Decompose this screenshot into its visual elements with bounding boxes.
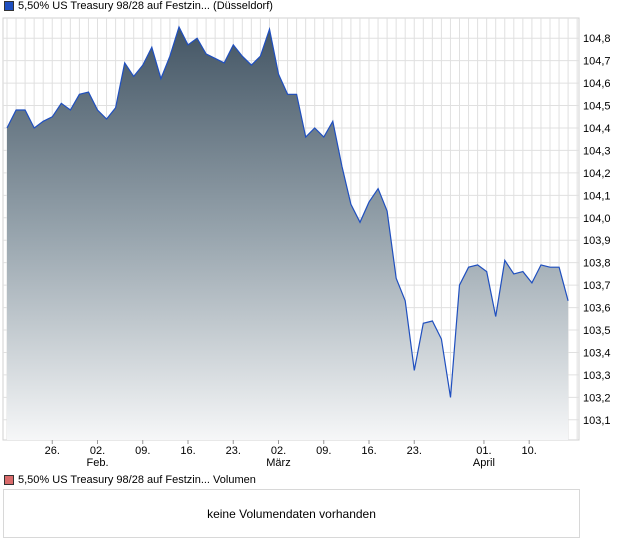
y-tick-label: 104,0 bbox=[583, 213, 611, 225]
x-tick-label: 16. bbox=[361, 445, 376, 457]
price-title: 5,50% US Treasury 98/28 auf Festzin... (… bbox=[18, 0, 273, 12]
x-tick-label: 23. bbox=[407, 445, 422, 457]
y-tick-label: 104,2 bbox=[583, 168, 611, 180]
volume-title: 5,50% US Treasury 98/28 auf Festzin... V… bbox=[18, 474, 256, 486]
y-tick-label: 104,7 bbox=[583, 56, 611, 68]
x-tick-label: 23. bbox=[226, 445, 241, 457]
y-tick-label: 103,7 bbox=[583, 280, 611, 292]
y-tick-label: 104,6 bbox=[583, 78, 611, 90]
price-legend: 5,50% US Treasury 98/28 auf Festzin... (… bbox=[4, 0, 273, 12]
legend-swatch bbox=[4, 475, 14, 485]
y-tick-label: 103,5 bbox=[583, 325, 611, 337]
y-tick-label: 104,1 bbox=[583, 190, 611, 202]
x-tick-label: 26. bbox=[45, 445, 60, 457]
x-month-label: Feb. bbox=[86, 457, 108, 469]
y-tick-label: 104,4 bbox=[583, 123, 611, 135]
y-tick-label: 103,4 bbox=[583, 347, 611, 359]
x-month-label: März bbox=[266, 457, 290, 469]
x-month-label: April bbox=[473, 457, 495, 469]
x-tick-label: 09. bbox=[316, 445, 331, 457]
x-tick-label: 01. bbox=[476, 445, 491, 457]
x-tick-label: 16. bbox=[180, 445, 195, 457]
price-line bbox=[6, 25, 569, 398]
volume-panel: keine Volumendaten vorhanden bbox=[3, 489, 580, 538]
y-tick-label: 104,8 bbox=[583, 33, 611, 45]
price-area bbox=[7, 27, 569, 440]
y-tick-label: 103,2 bbox=[583, 392, 611, 404]
volume-legend: 5,50% US Treasury 98/28 auf Festzin... V… bbox=[4, 474, 256, 486]
y-tick-label: 103,6 bbox=[583, 303, 611, 315]
x-tick-label: 02. bbox=[271, 445, 286, 457]
y-tick-label: 103,3 bbox=[583, 370, 611, 382]
y-tick-label: 103,8 bbox=[583, 258, 611, 270]
x-tick-label: 02. bbox=[90, 445, 105, 457]
no-volume-message: keine Volumendaten vorhanden bbox=[207, 506, 376, 521]
x-tick-label: 09. bbox=[135, 445, 150, 457]
y-tick-label: 103,9 bbox=[583, 235, 611, 247]
y-tick-label: 103,1 bbox=[583, 415, 611, 427]
price-chart: 103,1 103,2 103,3 103,4 103,5 103,6 103,7 103,8… bbox=[2, 17, 611, 469]
y-tick-label: 104,3 bbox=[583, 145, 611, 157]
x-tick-label: 10. bbox=[522, 445, 537, 457]
legend-swatch bbox=[4, 1, 14, 11]
y-tick-label: 104,5 bbox=[583, 101, 611, 113]
